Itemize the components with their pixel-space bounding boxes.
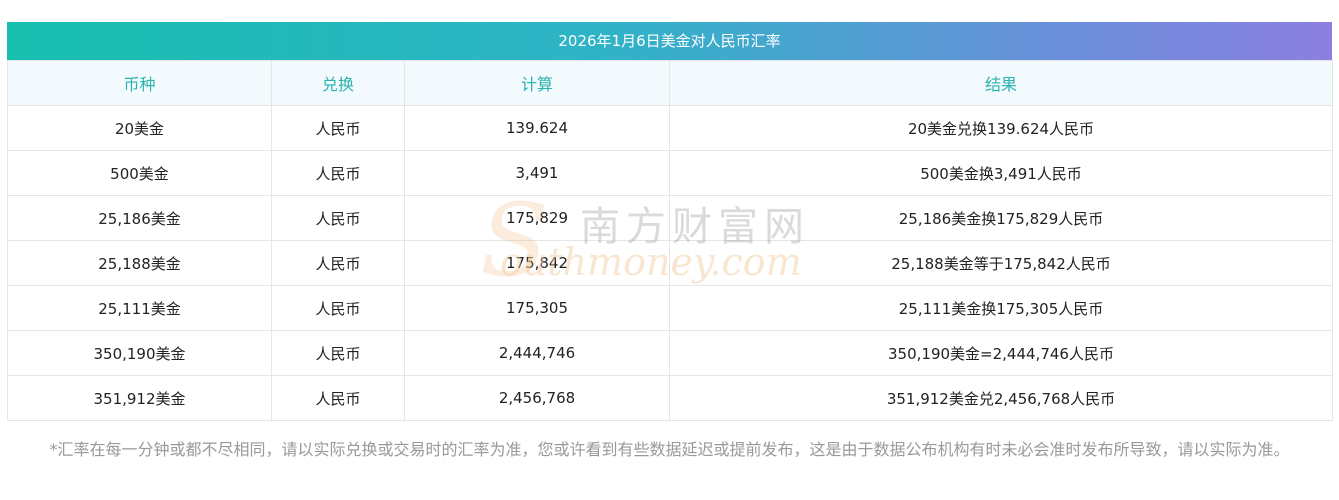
table-row: 20美金 人民币 139.624 20美金兑换139.624人民币 — [7, 105, 1333, 151]
cell-result: 25,188美金等于175,842人民币 — [669, 240, 1333, 286]
cell-calculation: 139.624 — [404, 105, 670, 151]
cell-exchange: 人民币 — [271, 330, 405, 376]
cell-currency: 20美金 — [7, 105, 272, 151]
cell-result: 351,912美金兑2,456,768人民币 — [669, 375, 1333, 421]
cell-exchange: 人民币 — [271, 285, 405, 331]
cell-result: 500美金换3,491人民币 — [669, 150, 1333, 196]
cell-calculation: 2,456,768 — [404, 375, 670, 421]
cell-currency: 25,186美金 — [7, 195, 272, 241]
header-currency: 币种 — [7, 60, 272, 106]
cell-exchange: 人民币 — [271, 240, 405, 286]
header-result: 结果 — [669, 60, 1333, 106]
cell-calculation: 175,829 — [404, 195, 670, 241]
cell-currency: 350,190美金 — [7, 330, 272, 376]
cell-exchange: 人民币 — [271, 105, 405, 151]
exchange-rate-table-container: 2026年1月6日美金对人民币汇率 币种 兑换 计算 结果 20美金 人民 — [7, 22, 1333, 421]
cell-result: 25,186美金换175,829人民币 — [669, 195, 1333, 241]
header-calculation: 计算 — [404, 60, 670, 106]
cell-result: 20美金兑换139.624人民币 — [669, 105, 1333, 151]
table-row: 500美金 人民币 3,491 500美金换3,491人民币 — [7, 150, 1333, 196]
cell-exchange: 人民币 — [271, 375, 405, 421]
table-row: 25,111美金 人民币 175,305 25,111美金换175,305人民币 — [7, 285, 1333, 331]
table-row: 350,190美金 人民币 2,444,746 350,190美金=2,444,… — [7, 330, 1333, 376]
header-exchange: 兑换 — [271, 60, 405, 106]
cell-exchange: 人民币 — [271, 150, 405, 196]
cell-calculation: 175,305 — [404, 285, 670, 331]
cell-currency: 500美金 — [7, 150, 272, 196]
cell-currency: 25,111美金 — [7, 285, 272, 331]
table-title: 2026年1月6日美金对人民币汇率 — [7, 22, 1332, 60]
cell-result: 350,190美金=2,444,746人民币 — [669, 330, 1333, 376]
cell-calculation: 175,842 — [404, 240, 670, 286]
table-row: 351,912美金 人民币 2,456,768 351,912美金兑2,456,… — [7, 375, 1333, 421]
cell-currency: 351,912美金 — [7, 375, 272, 421]
disclaimer-footnote: *汇率在每一分钟或都不尽相同，请以实际兑换或交易时的汇率为准，您或许看到有些数据… — [49, 440, 1290, 459]
table-row: 25,188美金 人民币 175,842 25,188美金等于175,842人民… — [7, 240, 1333, 286]
table-header-row: 币种 兑换 计算 结果 — [7, 60, 1333, 106]
cell-calculation: 2,444,746 — [404, 330, 670, 376]
cell-currency: 25,188美金 — [7, 240, 272, 286]
cell-calculation: 3,491 — [404, 150, 670, 196]
table-row: 25,186美金 人民币 175,829 25,186美金换175,829人民币 — [7, 195, 1333, 241]
cell-result: 25,111美金换175,305人民币 — [669, 285, 1333, 331]
exchange-rate-table: 币种 兑换 计算 结果 20美金 人民币 139.624 20美金兑换139.6… — [7, 60, 1333, 421]
cell-exchange: 人民币 — [271, 195, 405, 241]
